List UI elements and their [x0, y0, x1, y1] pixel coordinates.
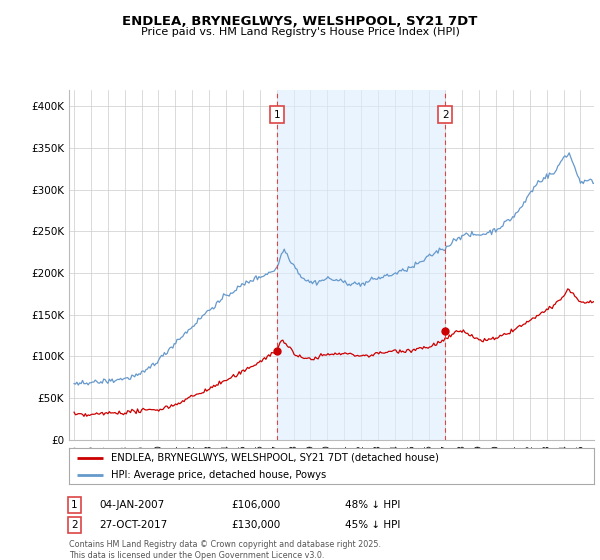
Text: 45% ↓ HPI: 45% ↓ HPI [345, 520, 400, 530]
Bar [277, 90, 445, 440]
Text: £130,000: £130,000 [231, 520, 280, 530]
Text: 04-JAN-2007: 04-JAN-2007 [99, 500, 164, 510]
Text: 2: 2 [442, 110, 449, 120]
Text: Price paid vs. HM Land Registry's House Price Index (HPI): Price paid vs. HM Land Registry's House … [140, 27, 460, 38]
Text: 2: 2 [71, 520, 77, 530]
Text: 48% ↓ HPI: 48% ↓ HPI [345, 500, 400, 510]
Text: ENDLEA, BRYNEGLWYS, WELSHPOOL, SY21 7DT (detached house): ENDLEA, BRYNEGLWYS, WELSHPOOL, SY21 7DT … [111, 453, 439, 463]
Text: HPI: Average price, detached house, Powys: HPI: Average price, detached house, Powy… [111, 470, 326, 479]
Text: £106,000: £106,000 [231, 500, 280, 510]
Text: 1: 1 [274, 110, 280, 120]
Text: 1: 1 [71, 500, 77, 510]
Text: Contains HM Land Registry data © Crown copyright and database right 2025.
This d: Contains HM Land Registry data © Crown c… [69, 540, 381, 559]
Text: ENDLEA, BRYNEGLWYS, WELSHPOOL, SY21 7DT: ENDLEA, BRYNEGLWYS, WELSHPOOL, SY21 7DT [122, 15, 478, 28]
Text: 27-OCT-2017: 27-OCT-2017 [99, 520, 167, 530]
